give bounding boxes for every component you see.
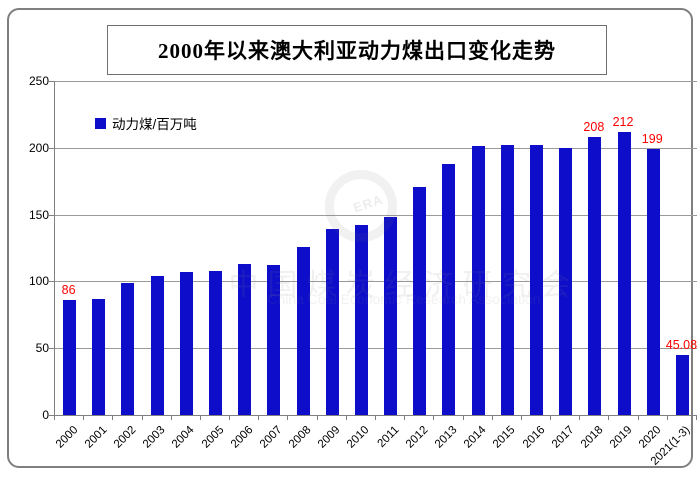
bar-2003 [150,276,164,415]
legend-label: 动力煤/百万吨 [112,117,197,132]
x-axis-label-2003: 2003 [141,424,168,451]
x-axis-tick [462,416,464,420]
bar-2016 [530,145,543,415]
y-axis-label: 100 [28,274,49,289]
bar-2000 [63,300,77,415]
x-axis-label-2013: 2013 [432,424,460,451]
x-axis-label-2014: 2014 [462,424,489,451]
x-axis-tick [258,416,260,420]
y-axis-tick [49,214,54,216]
x-axis-tick [433,416,435,420]
bar-value-label-2000: 86 [61,283,76,298]
bar-2004 [179,272,193,415]
x-axis-tick [696,416,697,420]
x-axis-label-2015: 2015 [491,424,518,451]
x-axis-tick [199,416,201,420]
gridline-150 [55,214,697,216]
bar-2005 [209,270,222,415]
gridline-50 [55,348,697,350]
x-axis-label-2006: 2006 [228,424,256,451]
bar-2020 [646,149,660,415]
y-axis-label: 150 [28,207,49,222]
y-axis-label: 50 [35,341,49,356]
bar-2021(1-3) [675,354,689,415]
x-axis-tick [404,416,406,420]
x-axis-tick [491,416,493,420]
x-axis-label-2007: 2007 [257,424,285,451]
y-axis-tick [49,348,54,350]
bar-2009 [325,229,339,415]
bar-2018 [588,137,602,415]
x-axis-label-2004: 2004 [170,424,197,451]
x-axis-tick [229,416,231,420]
bar-2014 [471,146,485,415]
bar-value-label-2019: 212 [612,114,634,129]
y-axis-tick [49,281,54,283]
bar-2006 [238,264,252,415]
gridline-200 [55,147,697,149]
x-axis-label-2001: 2001 [82,424,110,451]
x-axis-label-2002: 2002 [111,424,139,451]
y-axis-label: 250 [28,74,49,88]
plot-area [54,81,697,416]
x-axis-tick [287,416,289,420]
x-axis-label-2019: 2019 [607,424,635,451]
x-axis-tick [608,416,610,420]
chart-title: 2000年以来澳大利亚动力煤出口变化走势 [158,39,556,63]
x-axis-tick [579,416,581,420]
bar-2001 [92,298,106,415]
x-axis-tick [637,416,639,420]
legend: 动力煤/百万吨 [95,113,197,133]
bar-2012 [413,186,427,415]
x-axis-label-2016: 2016 [520,424,547,451]
y-axis-label: 0 [42,408,49,422]
x-axis-label-2017: 2017 [549,424,577,451]
x-axis-tick [54,416,55,420]
y-axis-tick [49,415,54,416]
x-axis-tick [666,416,668,420]
bar-2013 [442,163,456,415]
x-axis-label-2012: 2012 [403,424,431,451]
bar-2015 [500,145,514,415]
gridline-100 [55,281,697,283]
y-axis-tick [49,81,54,82]
x-axis-label-2010: 2010 [345,424,372,451]
bar-value-label-2021(1-3): 45.08 [665,337,698,352]
bar-2019 [617,131,631,415]
x-axis-label-2011: 2011 [375,424,402,450]
bar-2007 [267,265,281,415]
x-axis-label-2018: 2018 [578,424,606,451]
legend-swatch [95,117,106,129]
x-axis-tick [345,416,347,420]
x-axis-tick [520,416,522,420]
x-axis-label-2000: 2000 [53,424,81,451]
y-axis-tick [49,147,54,149]
x-axis-label-2009: 2009 [316,424,343,451]
x-axis-label-2005: 2005 [199,424,226,451]
x-axis-tick [112,416,114,420]
bar-2010 [354,225,368,415]
chart-title-box: 2000年以来澳大利亚动力煤出口变化走势 [107,25,607,75]
x-axis-tick [170,416,172,420]
x-axis-tick [83,416,85,420]
bar-value-label-2018: 208 [583,120,605,135]
chart-frame: 2000年以来澳大利亚动力煤出口变化走势 动力煤/百万吨 250 200 150 10… [7,8,697,468]
y-axis-label: 200 [28,140,49,155]
bar-2002 [121,282,135,415]
bar-value-label-2020: 199 [641,132,663,147]
x-axis-tick [316,416,318,420]
bar-2017 [559,147,573,415]
x-axis-tick [550,416,552,420]
bar-2008 [296,246,310,415]
x-axis-tick [141,416,143,420]
gridline-250 [55,81,697,82]
x-axis-label-2008: 2008 [286,424,314,451]
x-axis-tick [375,416,376,420]
bar-2011 [384,217,398,415]
